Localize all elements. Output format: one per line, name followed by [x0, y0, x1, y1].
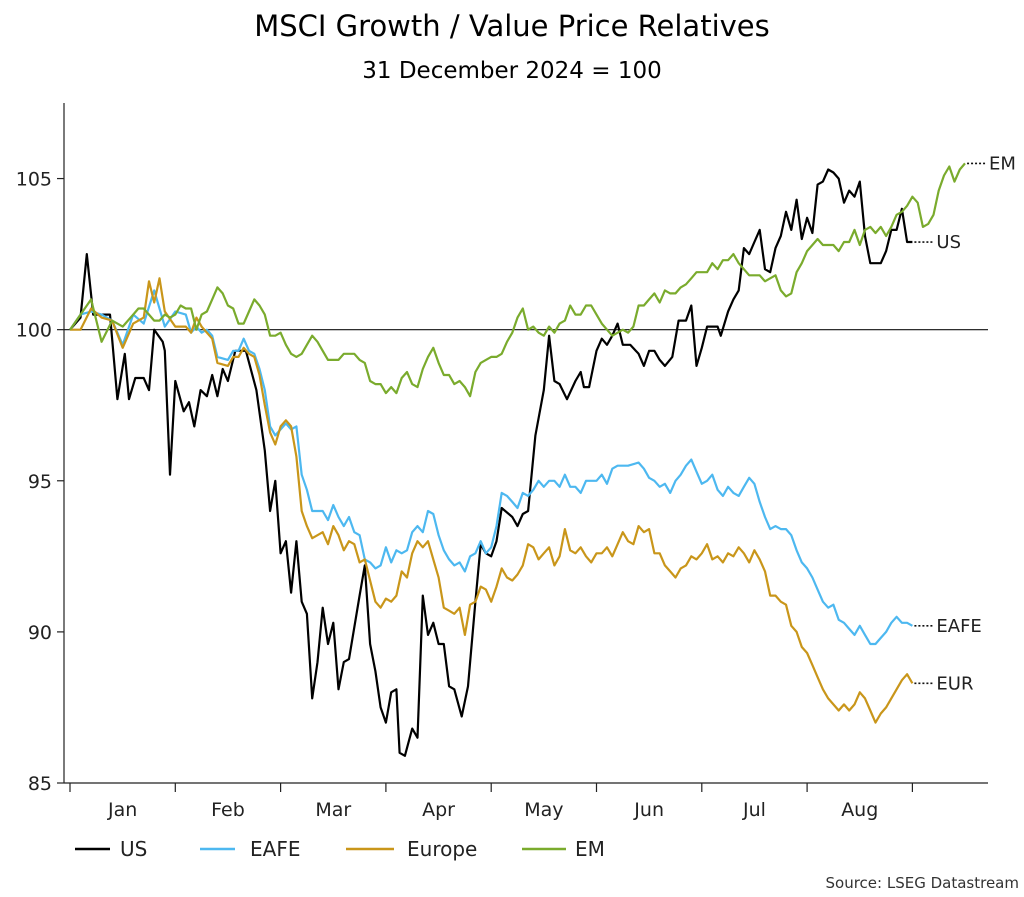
y-tick-label-90: 90	[28, 622, 52, 644]
chart-subtitle: 31 December 2024 = 100	[362, 58, 661, 84]
series-line-eafe	[69, 289, 913, 646]
chart-title: MSCI Growth / Value Price Relatives	[254, 9, 770, 43]
end-label-em: EM	[989, 153, 1016, 174]
legend-label-europe: Europe	[407, 837, 477, 861]
end-labels: EM US EAFE EUR	[914, 153, 1016, 694]
legend-label-us: US	[120, 837, 147, 861]
series-line-europe	[70, 277, 914, 724]
y-tick-label-95: 95	[28, 471, 52, 493]
x-tick-label-feb: Feb	[211, 799, 245, 821]
x-tick-label-apr: Apr	[422, 799, 455, 821]
legend: US EAFE Europe EM	[75, 837, 605, 861]
y-tick-label-100: 100	[16, 320, 52, 342]
x-tick-label-jan: Jan	[107, 799, 137, 821]
x-axis-ticks: Jan Feb Mar Apr May Jun Jul Aug	[69, 783, 914, 821]
legend-entry-europe: Europe	[346, 837, 477, 861]
source-note: Source: LSEG Datastream	[826, 874, 1019, 892]
end-label-us: US	[936, 232, 961, 253]
x-tick-label-may: May	[524, 799, 563, 821]
series-line-us	[69, 168, 913, 757]
series-line-em	[69, 162, 966, 398]
series-lines	[69, 162, 966, 757]
x-tick-label-mar: Mar	[315, 799, 351, 821]
y-tick-label-85: 85	[28, 773, 52, 795]
y-tick-label-105: 105	[16, 169, 52, 191]
legend-label-eafe: EAFE	[250, 837, 300, 861]
legend-entry-eafe: EAFE	[200, 837, 300, 861]
end-label-eafe: EAFE	[936, 616, 981, 637]
y-axis-ticks: 85 90 95 100 105	[16, 169, 64, 795]
x-tick-label-jul: Jul	[742, 799, 766, 821]
x-tick-label-jun: Jun	[633, 799, 664, 821]
legend-label-em: EM	[575, 837, 605, 861]
x-tick-label-aug: Aug	[841, 799, 878, 821]
legend-entry-em: EM	[522, 837, 605, 861]
end-label-eur: EUR	[936, 673, 973, 694]
legend-entry-us: US	[75, 837, 147, 861]
